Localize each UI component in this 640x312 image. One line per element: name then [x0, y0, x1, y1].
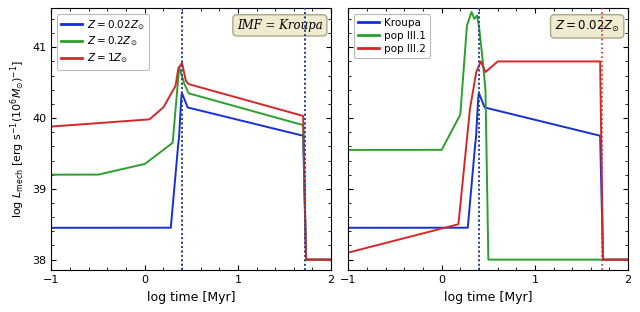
- Text: $Z = 0.02Z_{\odot}$: $Z = 0.02Z_{\odot}$: [555, 19, 620, 34]
- Y-axis label: log $L_{\mathrm{mech}}$ [erg s$^{-1}$(10$^{6}M_{\odot}$)$^{-1}$]: log $L_{\mathrm{mech}}$ [erg s$^{-1}$(10…: [8, 60, 27, 218]
- Legend: Kroupa, pop III.1, pop III.2: Kroupa, pop III.1, pop III.2: [354, 13, 430, 58]
- Legend: $Z = 0.02Z_{\odot}$, $Z = 0.2Z_{\odot}$, $Z = 1Z_{\odot}$: $Z = 0.02Z_{\odot}$, $Z = 0.2Z_{\odot}$,…: [57, 13, 148, 70]
- X-axis label: log time [Myr]: log time [Myr]: [444, 291, 532, 304]
- X-axis label: log time [Myr]: log time [Myr]: [147, 291, 236, 304]
- Text: IMF = Kroupa: IMF = Kroupa: [237, 19, 323, 32]
